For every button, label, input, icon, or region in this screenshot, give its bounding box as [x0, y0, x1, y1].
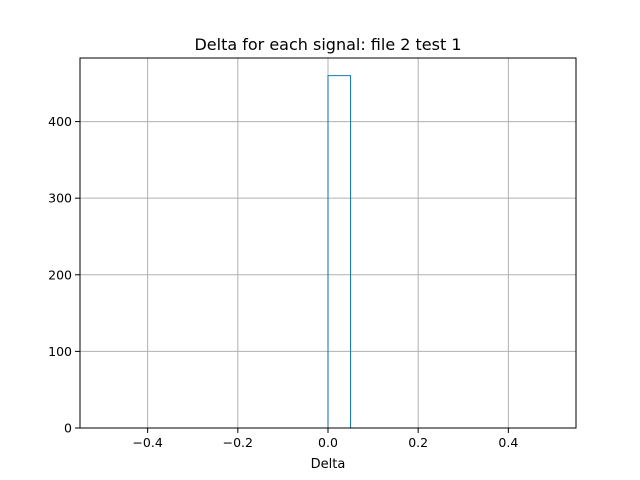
y-tick-label: 100: [48, 344, 72, 359]
x-tick-label: 0.0: [318, 435, 338, 450]
x-tick-label: −0.2: [223, 435, 253, 450]
x-tick-label: −0.4: [132, 435, 162, 450]
x-tick-label: 0.4: [498, 435, 518, 450]
y-tick-label: 400: [48, 114, 72, 129]
x-tick-label: 0.2: [408, 435, 428, 450]
chart-title: Delta for each signal: file 2 test 1: [194, 35, 461, 54]
y-axis-ticks: 0 100 200 300 400: [48, 114, 80, 436]
histogram-step-outline: [102, 75, 554, 429]
x-axis-label: Delta: [311, 457, 346, 472]
histogram-bins: [102, 75, 554, 429]
y-tick-label: 300: [48, 191, 72, 206]
x-axis-ticks: −0.4 −0.2 0.0 0.2 0.4: [132, 428, 518, 450]
y-tick-label: 0: [64, 421, 72, 436]
y-tick-label: 200: [48, 267, 72, 282]
histogram-bin: [328, 76, 351, 428]
